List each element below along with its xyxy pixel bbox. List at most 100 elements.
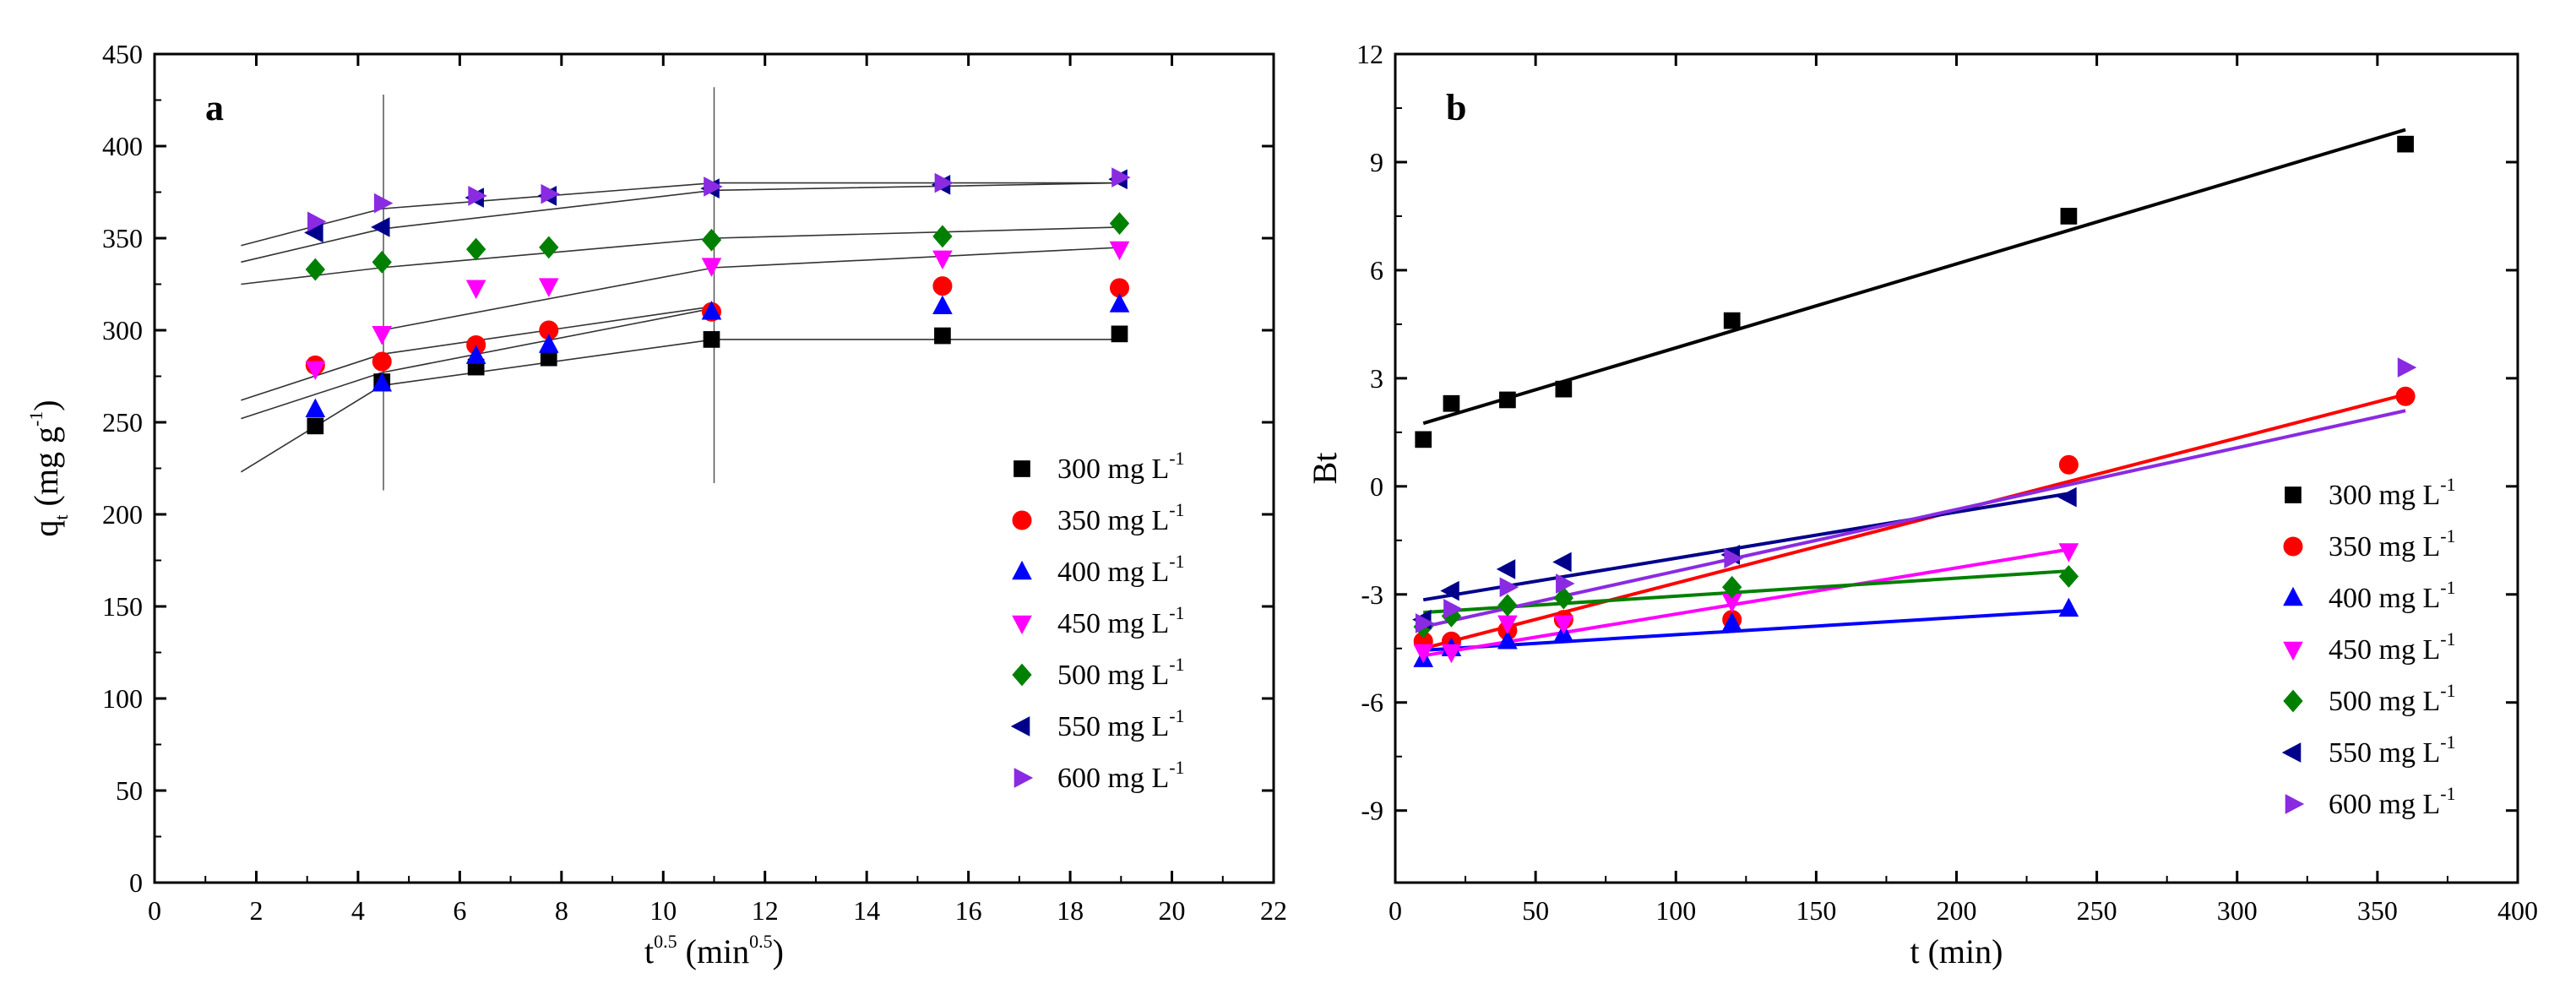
y-tick-label-b: 12: [1356, 39, 1383, 69]
data-point-a-diamond: [465, 237, 486, 261]
data-point-a-triangle-right: [541, 183, 560, 204]
legend-label-a: 600 mg L-1: [1057, 757, 1185, 794]
legend-label-a: 450 mg L-1: [1057, 602, 1185, 639]
data-point-b-triangle-down: [1413, 644, 1434, 664]
data-point-b-square: [1443, 394, 1460, 412]
legend-label-b: 450 mg L-1: [2329, 628, 2456, 666]
data-point-a-triangle-right: [1111, 167, 1131, 188]
legend-label-b: 500 mg L-1: [2329, 680, 2456, 717]
legend-marker-triangle-down: [2283, 641, 2303, 661]
data-point-a-triangle-left: [371, 217, 390, 237]
data-point-b-square: [2060, 208, 2078, 225]
y-tick-label-a: 100: [102, 683, 143, 714]
fit-line-b: [1422, 393, 2406, 650]
legend-item-a: 550 mg L-1: [1010, 705, 1185, 742]
x-tick-label-b: 150: [1796, 895, 1836, 926]
legend-marker-triangle-up: [2283, 586, 2303, 606]
x-tick-label-a: 6: [453, 895, 466, 926]
legend-label-b: 550 mg L-1: [2329, 731, 2456, 769]
legend-marker-triangle-down: [1012, 615, 1032, 635]
legend-label-a: 500 mg L-1: [1057, 654, 1185, 691]
data-point-b-triangle-left: [1440, 580, 1459, 601]
legend-item-b: 450 mg L-1: [2283, 628, 2456, 666]
data-point-b-triangle-right: [2397, 357, 2417, 378]
data-point-a-triangle-up: [538, 334, 559, 353]
legend-marker-square: [1014, 460, 1030, 477]
data-point-a-square: [1111, 325, 1128, 343]
y-tick-label-a: 200: [102, 499, 143, 530]
x-tick-label-b: 350: [2357, 895, 2398, 926]
legend-item-b: 400 mg L-1: [2283, 577, 2456, 614]
data-point-b-triangle-left: [2057, 486, 2077, 508]
legend-item-a: 400 mg L-1: [1012, 551, 1185, 588]
legend-marker-triangle-right: [1014, 768, 1034, 788]
x-tick-label-a: 14: [853, 895, 880, 926]
y-tick-label-b: 9: [1370, 147, 1383, 177]
data-point-a-triangle-right: [934, 172, 954, 193]
legend-marker-triangle-left: [2281, 742, 2302, 763]
legend-item-a: 300 mg L-1: [1014, 448, 1185, 485]
data-point-a-square: [307, 417, 324, 435]
x-tick-label-b: 300: [2217, 895, 2258, 926]
data-point-b-triangle-right: [1443, 599, 1463, 619]
panel-label-a: a: [205, 87, 224, 128]
y-tick-label-b: -3: [1361, 579, 1383, 610]
legend-item-a: 450 mg L-1: [1012, 602, 1185, 639]
data-point-b-triangle-down: [1441, 644, 1462, 664]
x-tick-label-a: 12: [752, 895, 779, 926]
y-tick-label-a: 250: [102, 407, 143, 438]
legend-item-b: 350 mg L-1: [2283, 525, 2456, 562]
data-point-a-square: [703, 331, 720, 348]
fit-line-a: [241, 182, 1122, 264]
x-tick-label-a: 16: [955, 895, 982, 926]
data-point-a-diamond: [539, 236, 559, 259]
y-axis-label-a: qt (mg g-1): [25, 399, 72, 536]
data-point-b-square: [1499, 391, 1516, 409]
data-point-a-diamond: [932, 225, 953, 248]
x-tick-label-a: 18: [1057, 895, 1084, 926]
x-tick-label-a: 0: [148, 895, 161, 926]
data-point-b-triangle-down: [1553, 615, 1574, 635]
data-point-b-square: [1555, 380, 1573, 398]
x-tick-label-a: 10: [649, 895, 677, 926]
data-point-a-triangle-down: [932, 250, 953, 270]
x-tick-label-a: 8: [555, 895, 568, 926]
data-point-a-triangle-down: [305, 361, 326, 380]
data-point-b-square: [1723, 312, 1741, 329]
fit-line-b: [1423, 608, 2069, 652]
legend-label-b: 300 mg L-1: [2329, 474, 2456, 511]
legend-item-b: 500 mg L-1: [2283, 680, 2456, 717]
legend-marker-triangle-left: [1010, 716, 1030, 736]
chart-panel-a: 0 2 4 6 8 10 12 14 16 18 20 22 0 50 100 150 200 250 300 350…: [25, 39, 1287, 970]
fit-line-a: [241, 182, 1122, 247]
data-point-a-triangle-up: [305, 398, 326, 418]
legend-label-b: 600 mg L-1: [2329, 783, 2456, 820]
legend-item-a: 600 mg L-1: [1014, 757, 1185, 794]
x-tick-label-a: 22: [1260, 895, 1287, 926]
fit-line-a: [382, 247, 1122, 331]
x-tick-label-b: 50: [1522, 895, 1549, 926]
data-point-b-square: [2397, 135, 2414, 153]
fit-line-b: [1422, 547, 2069, 658]
legend-item-b: 600 mg L-1: [2285, 783, 2456, 820]
y-tick-label-b: 3: [1370, 363, 1383, 394]
legend-item-a: 500 mg L-1: [1012, 654, 1185, 691]
legend-label-b: 350 mg L-1: [2329, 525, 2456, 562]
x-tick-label-a: 4: [351, 895, 365, 926]
y-tick-label-b: -9: [1361, 796, 1383, 826]
x-axis-label-b: t (min): [1910, 932, 2003, 970]
legend-item-b: 300 mg L-1: [2285, 474, 2456, 511]
data-point-a-triangle-up: [932, 295, 953, 314]
y-tick-label-b: 0: [1370, 471, 1383, 502]
data-point-b-triangle-up: [1497, 630, 1518, 649]
legend-marker-diamond: [2283, 689, 2303, 713]
y-tick-label-b: 6: [1370, 255, 1383, 285]
data-point-a-triangle-right: [373, 193, 394, 214]
legend-label-a: 300 mg L-1: [1057, 448, 1185, 485]
x-tick-label-b: 100: [1655, 895, 1696, 926]
y-tick-label-b: -6: [1361, 688, 1383, 718]
legend-marker-circle: [1012, 510, 1032, 530]
legend-label-a: 350 mg L-1: [1057, 499, 1185, 536]
data-point-a-triangle-up: [465, 345, 486, 364]
